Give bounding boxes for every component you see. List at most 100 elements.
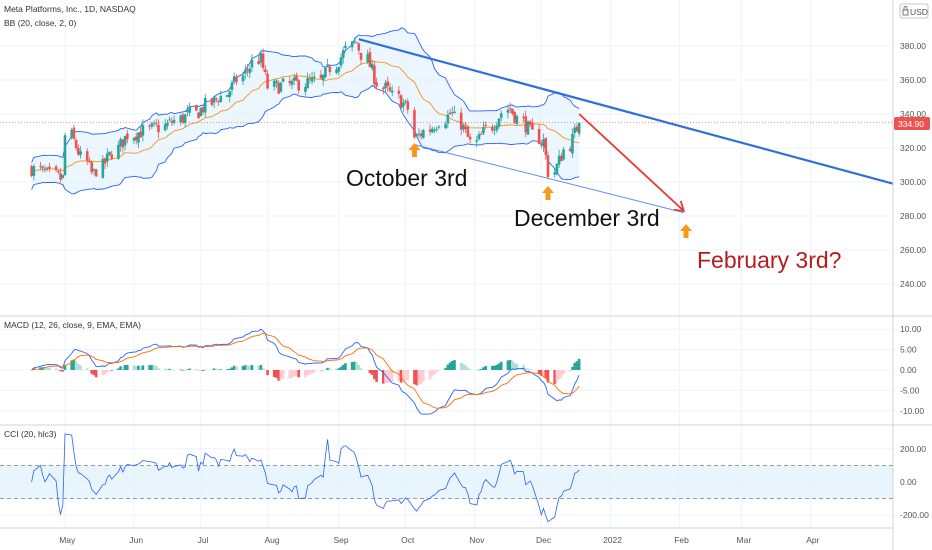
support-trendline: [414, 144, 684, 214]
candle-body: [61, 175, 65, 178]
candle-body: [568, 148, 572, 152]
time-tick-label: May: [59, 535, 76, 545]
bb-legend[interactable]: BB (20, close, 2, 0): [4, 18, 76, 28]
bb-lower-line: [31, 84, 580, 195]
macd-histogram-bar: [319, 370, 323, 372]
macd-histogram-bar: [295, 370, 298, 377]
macd-histogram-bar: [308, 370, 312, 375]
candle-body: [172, 119, 176, 123]
macd-histogram-bar: [110, 370, 114, 371]
macd-histogram-bar: [132, 365, 136, 370]
macd-histogram-bar: [375, 370, 378, 382]
candle-body: [555, 163, 559, 175]
candle-body: [366, 54, 370, 63]
macd-histogram-bar: [217, 369, 220, 371]
candle-body: [344, 45, 347, 48]
time-tick-label: Oct: [401, 535, 415, 545]
macd-histogram-bar: [430, 370, 434, 377]
macd-histogram-bar: [139, 366, 142, 370]
macd-histogram-bar: [388, 370, 392, 383]
time-tick-label: Dec: [536, 535, 552, 545]
macd-histogram-bar: [226, 369, 229, 370]
macd-histogram-bar: [506, 360, 510, 370]
macd-histogram-bar: [355, 362, 358, 370]
candle-body: [506, 109, 510, 113]
macd-pane: [30, 328, 581, 415]
symbol-legend[interactable]: Meta Platforms, Inc., 1D, NASDAQ: [4, 4, 136, 14]
macd-histogram-bar: [386, 370, 390, 383]
candle-body: [137, 132, 140, 143]
macd-line: [31, 328, 580, 415]
candle-body: [546, 155, 550, 178]
candle-body: [275, 80, 278, 83]
candle-body: [381, 87, 385, 90]
macd-histogram-bar: [310, 370, 314, 374]
currency-selector[interactable]: USD: [899, 3, 929, 19]
candle-body: [188, 106, 191, 113]
candle-body: [110, 154, 114, 159]
macd-histogram-bar: [117, 368, 120, 370]
macd-histogram-bar: [157, 368, 160, 370]
macd-histogram-bar: [453, 360, 456, 370]
projection-arrow-head: [673, 200, 686, 212]
candle-body: [464, 126, 467, 130]
macd-histogram-bar: [341, 364, 345, 370]
macd-histogram-bar: [428, 370, 432, 380]
macd-histogram-bar: [357, 364, 361, 370]
candle-body: [528, 121, 532, 125]
candle-body: [384, 82, 387, 89]
price-tick-label: 340.00: [900, 109, 926, 119]
candle-body: [272, 80, 276, 87]
macd-axis[interactable]: 10.00 5.00 0.00 -5.00 -10.00: [900, 324, 924, 416]
candle-body: [495, 125, 499, 131]
macd-histogram-bar: [121, 366, 125, 370]
macd-histogram-bar: [444, 367, 447, 370]
macd-histogram-bar: [571, 366, 574, 370]
macd-histogram-bar: [399, 370, 403, 383]
macd-histogram-bar: [228, 368, 232, 370]
macd-histogram-bar: [154, 366, 158, 370]
resistance-trendline: [358, 38, 894, 185]
macd-histogram-bar: [195, 369, 198, 370]
candle-body: [544, 138, 548, 155]
macd-histogram-bar: [108, 370, 111, 371]
macd-histogram-bar: [337, 368, 341, 370]
candle-body: [290, 80, 294, 85]
macd-histogram-bar: [384, 370, 387, 384]
candle-body: [281, 78, 285, 82]
bollinger-bands: [31, 27, 580, 195]
macd-legend[interactable]: MACD (12, 26, close, 9, EMA, EMA): [4, 320, 141, 330]
candle-body: [179, 115, 183, 123]
price-tick-label: 320.00: [900, 143, 926, 153]
candle-body: [186, 110, 189, 113]
candle-body: [230, 82, 234, 91]
candle-body: [121, 139, 125, 148]
candle-body: [72, 127, 76, 139]
macd-histogram-bar: [497, 363, 501, 370]
macd-histogram-bar: [450, 360, 454, 370]
price-axis[interactable]: 380.00 360.00 340.00 320.00 300.00 280.00 260.…: [900, 41, 926, 289]
time-axis[interactable]: May Jun Jul Aug Sep Oct Nov Dec 2022 Feb Mar Apr: [59, 535, 819, 545]
candle-body: [154, 123, 158, 125]
macd-histogram-bar: [524, 368, 528, 370]
time-tick-label: Aug: [264, 535, 279, 545]
candle-body: [553, 172, 556, 175]
macd-tick-label: 10.00: [900, 324, 922, 334]
candle-body: [560, 155, 563, 162]
macd-histogram-bar: [170, 369, 174, 371]
macd-histogram-bar: [57, 369, 60, 371]
cci-band-fill: [0, 465, 893, 499]
candle-body: [152, 122, 156, 124]
bb-upper-line: [31, 27, 580, 163]
candle-body: [203, 97, 207, 113]
macd-histogram-bar: [415, 370, 418, 386]
cci-legend[interactable]: CCI (20, hlc3): [4, 429, 57, 439]
candle-body: [54, 166, 58, 171]
cci-axis[interactable]: 200.00 0.00 -200.00: [900, 444, 929, 520]
candle-body: [522, 117, 525, 119]
macd-histogram-bar: [560, 370, 563, 378]
candle-body: [573, 127, 577, 134]
candle-body: [430, 128, 434, 133]
